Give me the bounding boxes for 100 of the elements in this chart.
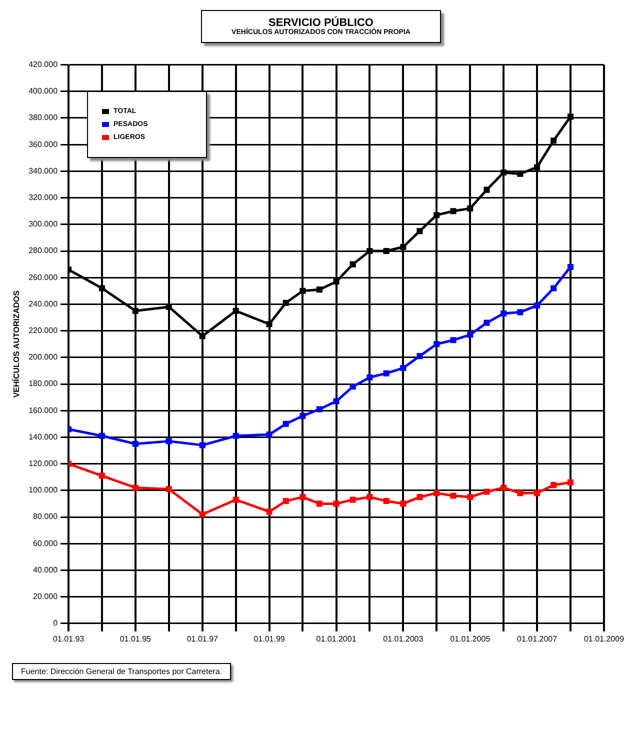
point xyxy=(416,228,423,234)
y-tick-label: 260.000 xyxy=(28,272,58,282)
point xyxy=(366,494,373,500)
point xyxy=(266,432,272,438)
point xyxy=(300,494,306,500)
point xyxy=(467,494,474,500)
y-tick-label: 80.000 xyxy=(33,512,58,522)
y-tick-label: 240.000 xyxy=(28,299,58,308)
y-tick-label: 60.000 xyxy=(33,538,58,548)
x-tick-label: 01.01.2007 xyxy=(516,634,558,644)
point xyxy=(467,205,474,212)
point xyxy=(484,488,490,495)
point xyxy=(166,438,172,444)
point xyxy=(132,308,138,314)
point xyxy=(350,496,356,503)
y-tick-label: 220.000 xyxy=(28,326,58,336)
point xyxy=(434,490,440,496)
point xyxy=(199,511,206,518)
point xyxy=(232,432,239,439)
point xyxy=(316,286,322,293)
point xyxy=(550,285,557,292)
point xyxy=(333,500,340,507)
y-tick-label: 300.000 xyxy=(28,220,58,229)
point xyxy=(567,114,574,120)
point xyxy=(132,484,138,491)
y-tick-label: 20.000 xyxy=(33,592,58,602)
y-axis-title: VEHÍCULOS AUTORIZADOS xyxy=(11,290,22,398)
point xyxy=(500,170,507,176)
point xyxy=(416,353,423,360)
x-tick-label: 01.01.99 xyxy=(254,634,286,644)
point xyxy=(500,484,507,491)
y-tick-label: 140.000 xyxy=(28,432,58,442)
point xyxy=(550,482,557,488)
y-tick-label: 160.000 xyxy=(28,406,58,415)
y-tick-label: 100.000 xyxy=(28,486,58,495)
point xyxy=(434,212,440,218)
point xyxy=(450,337,456,344)
x-tick-label: 01.01.2001 xyxy=(316,634,357,644)
point xyxy=(450,208,456,214)
point xyxy=(282,498,289,504)
point xyxy=(199,333,206,340)
x-tick-label: 01.01.2009 xyxy=(584,634,625,644)
point xyxy=(300,412,306,419)
x-tick-label: 01.01.93 xyxy=(52,634,85,644)
point xyxy=(517,309,524,316)
point xyxy=(350,261,356,268)
point xyxy=(282,300,289,306)
point xyxy=(484,186,490,193)
point xyxy=(316,500,322,507)
source-note: Fuente: Dirección General de Transportes por Carretera. xyxy=(12,663,231,680)
x-tick-label: 01.01.97 xyxy=(186,634,219,644)
x-tick-label: 01.01.2003 xyxy=(383,634,424,644)
point xyxy=(534,302,540,309)
point xyxy=(567,479,574,486)
y-tick-label: 180.000 xyxy=(28,379,58,388)
point xyxy=(199,442,206,448)
point xyxy=(300,288,306,294)
point xyxy=(450,492,456,499)
point xyxy=(534,490,540,496)
y-tick-label: 280.000 xyxy=(28,246,58,256)
point xyxy=(98,432,105,439)
point xyxy=(383,370,390,376)
y-tick-label: 320.000 xyxy=(28,193,58,202)
point xyxy=(500,310,507,317)
y-tick-label: 0 xyxy=(53,618,58,628)
point xyxy=(266,508,272,515)
point xyxy=(98,285,105,292)
point xyxy=(166,486,172,492)
point xyxy=(517,490,524,496)
point xyxy=(333,398,340,404)
point xyxy=(98,472,105,479)
point xyxy=(282,420,289,427)
point xyxy=(400,244,406,250)
y-tick-label: 340.000 xyxy=(28,166,58,176)
point xyxy=(400,365,406,372)
point xyxy=(232,496,239,503)
point xyxy=(132,440,138,447)
y-tick-label: 380.000 xyxy=(28,113,58,122)
point xyxy=(484,320,490,326)
point xyxy=(350,384,356,390)
point xyxy=(232,308,239,314)
point xyxy=(550,138,557,144)
y-tick-label: 120.000 xyxy=(28,459,58,468)
point xyxy=(366,374,373,380)
point xyxy=(316,406,322,412)
point xyxy=(383,498,390,504)
x-tick-label: 01.01.95 xyxy=(120,634,152,644)
point xyxy=(534,164,540,170)
point xyxy=(266,321,272,328)
point xyxy=(366,248,373,254)
point xyxy=(567,264,574,270)
chart-title: SERVICIO PÚBLICO xyxy=(268,17,374,29)
y-tick-label: 420.000 xyxy=(28,60,58,70)
point xyxy=(434,341,440,348)
point xyxy=(333,278,340,285)
point xyxy=(467,332,474,338)
x-tick-label: 01.01.2005 xyxy=(450,634,491,644)
point xyxy=(416,494,423,500)
y-tick-label: 200.000 xyxy=(28,352,58,362)
point xyxy=(400,500,406,507)
